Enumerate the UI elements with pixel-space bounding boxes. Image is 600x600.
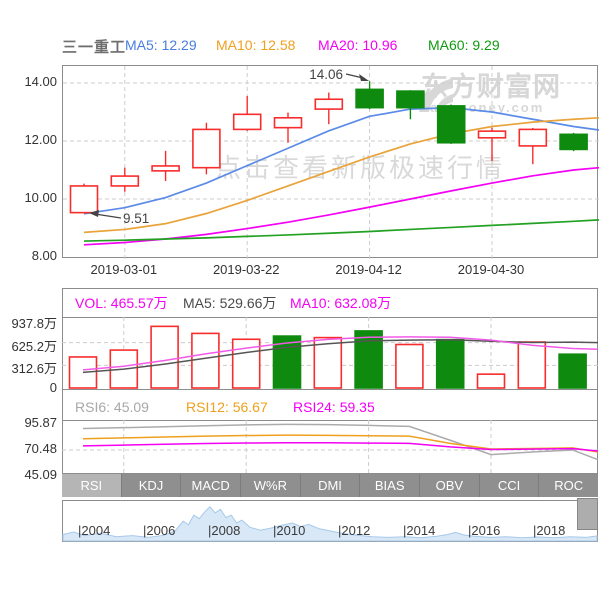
tick-label: 12.00 bbox=[24, 132, 57, 147]
indicator-block bbox=[62, 288, 598, 497]
candle-body bbox=[151, 165, 180, 172]
year-label: |2012 bbox=[338, 523, 371, 538]
vol-ma10-label: MA10: 632.08万 bbox=[290, 295, 392, 311]
rsi24-label: RSI24: 59.35 bbox=[293, 399, 375, 415]
year-label: |2004 bbox=[78, 523, 111, 538]
volume-bar bbox=[395, 343, 424, 389]
promo-watermark: 点击查看新版极速行情 bbox=[215, 153, 506, 183]
tick-label: 45.09 bbox=[24, 467, 57, 482]
year-label: |2014 bbox=[403, 523, 436, 538]
tab-cci[interactable]: CCI bbox=[480, 474, 540, 497]
timeline-area bbox=[62, 506, 598, 542]
tick-label: 0 bbox=[49, 380, 57, 395]
volume-chart bbox=[62, 317, 599, 389]
divider bbox=[63, 317, 597, 318]
tab-wr[interactable]: W%R bbox=[241, 474, 301, 497]
ma60-legend: MA60: 9.29 bbox=[428, 37, 500, 53]
tab-rsi[interactable]: RSI bbox=[62, 474, 122, 497]
year-label: |2006 bbox=[143, 523, 176, 538]
candle-body bbox=[477, 130, 507, 139]
annotation-arrow bbox=[94, 213, 122, 219]
volume-bar bbox=[191, 332, 220, 389]
volume-bar bbox=[68, 356, 98, 389]
divider bbox=[63, 473, 597, 474]
tick-label: 95.87 bbox=[24, 415, 57, 430]
annotation-arrowhead bbox=[89, 210, 99, 217]
volume-bar bbox=[354, 330, 383, 389]
timeline-slider-handle[interactable] bbox=[577, 498, 598, 530]
ma5-legend: MA5: 12.29 bbox=[125, 37, 197, 53]
ma-line bbox=[82, 336, 599, 371]
ma-line bbox=[82, 339, 599, 374]
tick-label: 14.00 bbox=[24, 74, 57, 89]
candle-body bbox=[69, 185, 99, 214]
volume-bar bbox=[435, 338, 465, 389]
ma-line bbox=[83, 116, 600, 234]
volume-bar bbox=[517, 341, 547, 389]
tab-macd[interactable]: MACD bbox=[181, 474, 242, 497]
candle-body bbox=[518, 128, 548, 147]
candle-body bbox=[273, 116, 303, 129]
rsi12-label: RSI12: 56.67 bbox=[186, 399, 268, 415]
tab-bias[interactable]: BIAS bbox=[360, 474, 421, 497]
tick-label: 10.00 bbox=[24, 190, 57, 205]
annotation-low: 9.51 bbox=[123, 211, 149, 226]
indicator-tabs: RSI KDJ MACD W%R DMI BIAS OBV CCI ROC bbox=[62, 474, 598, 497]
candlestick-panel: 点击查看新版极速行情 东方财富网 eastmoney.com 14.06 9.51 bbox=[62, 65, 600, 259]
candle-body bbox=[314, 98, 344, 110]
ma-line bbox=[82, 441, 599, 452]
tick-label: 625.2万 bbox=[11, 339, 57, 354]
divider bbox=[63, 420, 597, 421]
candle-body bbox=[232, 113, 262, 131]
tick-label: 8.00 bbox=[31, 248, 57, 263]
rsi-chart bbox=[62, 420, 599, 473]
date-label: 2019-04-30 bbox=[457, 262, 525, 277]
ma-line bbox=[83, 219, 600, 242]
annotation-arrowhead bbox=[359, 74, 369, 81]
candle-body bbox=[396, 90, 425, 109]
candle-body bbox=[559, 133, 588, 151]
divider bbox=[63, 389, 597, 390]
vol-value-label: VOL: 465.57万 bbox=[75, 295, 168, 311]
date-label: 2019-04-12 bbox=[335, 262, 402, 277]
year-label: |2018 bbox=[533, 523, 566, 538]
ma-line bbox=[83, 106, 600, 215]
volume-bar bbox=[150, 325, 179, 389]
ma10-legend: MA10: 12.58 bbox=[216, 37, 296, 53]
tab-roc[interactable]: ROC bbox=[554, 478, 584, 493]
stock-title: 三一重工 bbox=[62, 39, 127, 56]
timeline-navigator[interactable]: |2004 |2006 |2008 |2010 |2012 |2014 |2016 |2018 bbox=[62, 498, 598, 542]
year-label: |2008 bbox=[208, 523, 241, 538]
year-label: |2010 bbox=[273, 523, 306, 538]
date-label: 2019-03-01 bbox=[90, 262, 158, 277]
volume-bar bbox=[313, 336, 343, 389]
tab-dmi[interactable]: DMI bbox=[301, 474, 361, 497]
candle-body bbox=[436, 105, 466, 144]
tick-label: 937.8万 bbox=[11, 316, 57, 331]
tick-label: 312.6万 bbox=[11, 361, 57, 376]
tab-obv[interactable]: OBV bbox=[420, 474, 480, 497]
date-label: 2019-03-22 bbox=[212, 262, 280, 277]
vol-ma5-label: MA5: 529.66万 bbox=[183, 295, 277, 311]
candlestick-chart: 14.06 9.51 bbox=[63, 66, 600, 259]
timeline-area-chart bbox=[62, 506, 598, 542]
year-label: |2016 bbox=[468, 523, 501, 538]
tick-label: 70.48 bbox=[24, 441, 57, 456]
rsi6-label: RSI6: 45.09 bbox=[75, 399, 149, 415]
candle-body bbox=[355, 88, 384, 109]
volume-bar bbox=[476, 373, 506, 389]
candle-body bbox=[192, 128, 221, 169]
annotation-high: 14.06 bbox=[309, 67, 343, 82]
tab-kdj[interactable]: KDJ bbox=[122, 474, 182, 497]
ma20-legend: MA20: 10.96 bbox=[318, 37, 398, 53]
ma-line bbox=[82, 423, 599, 461]
candle-body bbox=[110, 175, 140, 187]
volume-bar bbox=[558, 353, 587, 389]
